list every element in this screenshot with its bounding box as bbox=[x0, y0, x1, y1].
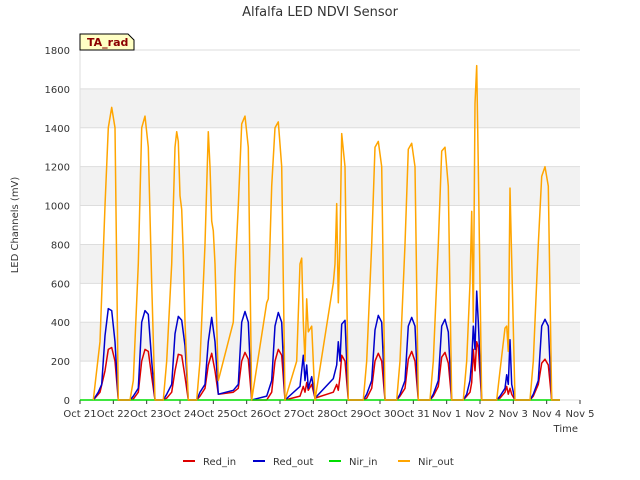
y-tick-label: 1400 bbox=[45, 124, 70, 135]
y-tick-label: 800 bbox=[51, 240, 70, 251]
series-line-red-in bbox=[92, 340, 560, 401]
grid-band bbox=[80, 166, 580, 206]
grid-bands bbox=[80, 88, 580, 362]
y-axis-label: LED Channels (mV) bbox=[10, 177, 21, 274]
legend-label: Red_out bbox=[273, 457, 313, 468]
series-layer bbox=[80, 64, 560, 401]
x-tick-label: Oct 23 bbox=[130, 409, 163, 420]
grid-lines bbox=[79, 49, 580, 401]
grid-band bbox=[80, 88, 580, 128]
x-tick-label: Oct 27 bbox=[263, 409, 296, 420]
x-axis: Oct 21 Oct 22 Oct 23 Oct 24 Oct 25 Oct 26 Oct … bbox=[63, 400, 595, 420]
legend-label: Red_in bbox=[203, 457, 236, 468]
x-tick-label: Oct 31 bbox=[397, 409, 430, 420]
y-tick-label: 0 bbox=[64, 396, 70, 407]
x-tick-label: Oct 28 bbox=[297, 409, 330, 420]
legend-item-nir-in[interactable]: Nir_in bbox=[329, 457, 378, 468]
grid-band bbox=[80, 244, 580, 284]
legend-label: Nir_out bbox=[418, 457, 454, 468]
legend-item-red-out[interactable]: Red_out bbox=[253, 457, 313, 468]
badge: TA_rad bbox=[79, 33, 135, 51]
y-tick-label: 200 bbox=[51, 357, 70, 368]
y-tick-label: 1000 bbox=[45, 202, 70, 213]
x-tick-label: Oct 21 bbox=[63, 409, 96, 420]
x-tick-label: Oct 29 bbox=[330, 409, 363, 420]
x-axis-label: Time bbox=[553, 424, 578, 435]
x-tick-label: Nov 1 bbox=[432, 409, 461, 420]
y-tick-label: 1600 bbox=[45, 85, 70, 96]
y-axis: 0 200 400 600 800 1000 1200 1400 1600 1800 bbox=[45, 46, 70, 407]
y-tick-label: 1800 bbox=[45, 46, 70, 57]
x-tick-label: Oct 24 bbox=[163, 409, 196, 420]
x-tick-label: Nov 4 bbox=[532, 409, 561, 420]
x-tick-label: Nov 3 bbox=[499, 409, 528, 420]
series-line-red-out bbox=[92, 290, 560, 401]
x-tick-label: Nov 2 bbox=[465, 409, 494, 420]
legend-item-red-in[interactable]: Red_in bbox=[183, 457, 236, 468]
legend: Red_in Red_out Nir_in Nir_out bbox=[183, 457, 454, 468]
x-tick-label: Oct 26 bbox=[230, 409, 263, 420]
y-tick-label: 1200 bbox=[45, 163, 70, 174]
chart-title: Alfalfa LED NDVI Sensor bbox=[242, 5, 399, 20]
x-tick-label: Oct 22 bbox=[97, 409, 130, 420]
series-line-nir-out bbox=[92, 64, 560, 401]
badge-box bbox=[79, 33, 135, 51]
grid-band bbox=[80, 322, 580, 362]
y-tick-label: 400 bbox=[51, 318, 70, 329]
badge-label: TA_rad bbox=[87, 36, 128, 49]
x-tick-label: Oct 30 bbox=[363, 409, 396, 420]
x-tick-label: Oct 25 bbox=[197, 409, 230, 420]
legend-label: Nir_in bbox=[349, 457, 378, 468]
legend-item-nir-out[interactable]: Nir_out bbox=[398, 457, 454, 468]
x-tick-label: Nov 5 bbox=[565, 409, 594, 420]
y-tick-label: 600 bbox=[51, 279, 70, 290]
